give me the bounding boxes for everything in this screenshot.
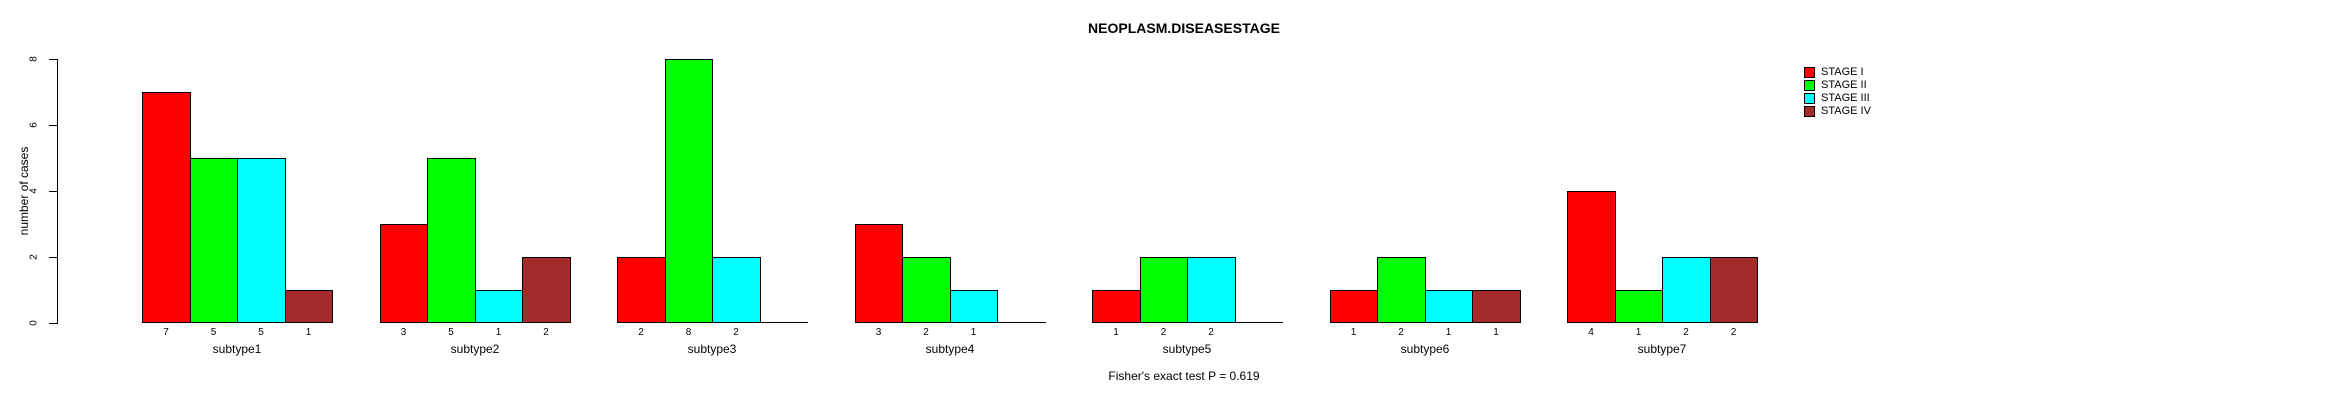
category-label: subtype3	[687, 342, 737, 356]
bar-count-label: 1	[305, 327, 312, 338]
bar-count-label: 1	[1350, 327, 1357, 338]
y-tick-label-text: 2	[28, 254, 40, 260]
category-label: subtype5	[1162, 342, 1212, 356]
bar	[1710, 257, 1758, 323]
bar-count-label: 1	[1113, 327, 1119, 338]
legend-item: STAGE I	[1804, 66, 1871, 79]
bar-count-label: 8	[685, 327, 692, 338]
legend-swatch	[1804, 67, 1815, 78]
legend-swatch	[1804, 93, 1815, 104]
legend-swatch	[1804, 106, 1815, 117]
bar-count-label: 1	[970, 327, 977, 338]
category-label: subtype7	[1637, 342, 1687, 356]
bar	[1092, 290, 1141, 323]
bar-count-label: 5	[448, 327, 454, 338]
bar	[1662, 257, 1711, 323]
bar	[1140, 257, 1188, 323]
bar	[950, 290, 998, 323]
legend-swatch	[1804, 80, 1815, 91]
legend-label: STAGE IV	[1821, 105, 1871, 117]
bar-count-label: 5	[210, 327, 217, 338]
bar	[190, 158, 238, 323]
bar	[855, 224, 903, 323]
zero-bar-line	[760, 322, 808, 323]
y-tick-label-text: 8	[28, 56, 40, 62]
bar-count-label: 2	[1208, 327, 1214, 338]
y-tick-label-text: 4	[28, 188, 40, 194]
category-label: subtype6	[1400, 342, 1450, 356]
bar-count-label: 2	[733, 327, 739, 338]
bar-count-label: 1	[1635, 327, 1642, 338]
legend: STAGE I STAGE II STAGE III STAGE IV	[1804, 66, 1871, 118]
bar	[237, 158, 286, 323]
zero-bar-line	[1235, 322, 1283, 323]
bar-count-label: 5	[258, 327, 264, 338]
legend-label: STAGE III	[1821, 92, 1870, 104]
bar	[427, 158, 476, 323]
legend-item: STAGE II	[1804, 79, 1871, 92]
bar	[617, 257, 666, 323]
bar-count-label: 2	[1730, 327, 1737, 338]
bar	[712, 257, 761, 323]
p-value-annotation: Fisher's exact test P = 0.619	[1108, 369, 1260, 383]
bar-count-label: 1	[495, 327, 502, 338]
legend-item: STAGE III	[1804, 92, 1871, 105]
bar	[1615, 290, 1663, 323]
legend-label: STAGE II	[1821, 79, 1867, 91]
bar-count-label: 1	[1493, 327, 1499, 338]
category-label: subtype4	[925, 342, 975, 356]
bar-count-label: 1	[1445, 327, 1452, 338]
y-axis-line	[57, 59, 58, 324]
y-tick	[49, 191, 57, 192]
category-label: subtype1	[212, 342, 262, 356]
bar-count-label: 2	[1160, 327, 1167, 338]
bar	[475, 290, 523, 323]
y-tick-label-text: 0	[28, 320, 40, 326]
bar	[142, 92, 191, 323]
bar	[1567, 191, 1616, 323]
category-label: subtype2	[450, 342, 500, 356]
legend-item: STAGE IV	[1804, 105, 1871, 118]
bar-count-label: 3	[875, 327, 882, 338]
y-tick	[49, 125, 57, 126]
zero-bar-line	[997, 322, 1046, 323]
bar-count-label: 2	[923, 327, 929, 338]
bar	[1425, 290, 1473, 323]
bar	[522, 257, 571, 323]
y-tick	[49, 59, 57, 60]
bar-count-label: 2	[543, 327, 549, 338]
bar-count-label: 4	[1588, 327, 1594, 338]
bar-count-label: 3	[400, 327, 407, 338]
bar-count-label: 7	[163, 327, 169, 338]
legend-label: STAGE I	[1821, 66, 1864, 78]
bar-count-label: 2	[638, 327, 644, 338]
chart-title: NEOPLASM.DISEASESTAGE	[1088, 20, 1280, 36]
bar	[1472, 290, 1521, 323]
bar	[1377, 257, 1426, 323]
bar	[902, 257, 951, 323]
bar	[1187, 257, 1236, 323]
bar	[285, 290, 333, 323]
y-tick	[49, 257, 57, 258]
bar-count-label: 2	[1683, 327, 1689, 338]
y-tick-label-text: 6	[28, 122, 40, 128]
bar-count-label: 2	[1398, 327, 1404, 338]
bar	[1330, 290, 1378, 323]
bar	[380, 224, 428, 323]
bar	[665, 59, 713, 323]
y-tick	[49, 323, 57, 324]
